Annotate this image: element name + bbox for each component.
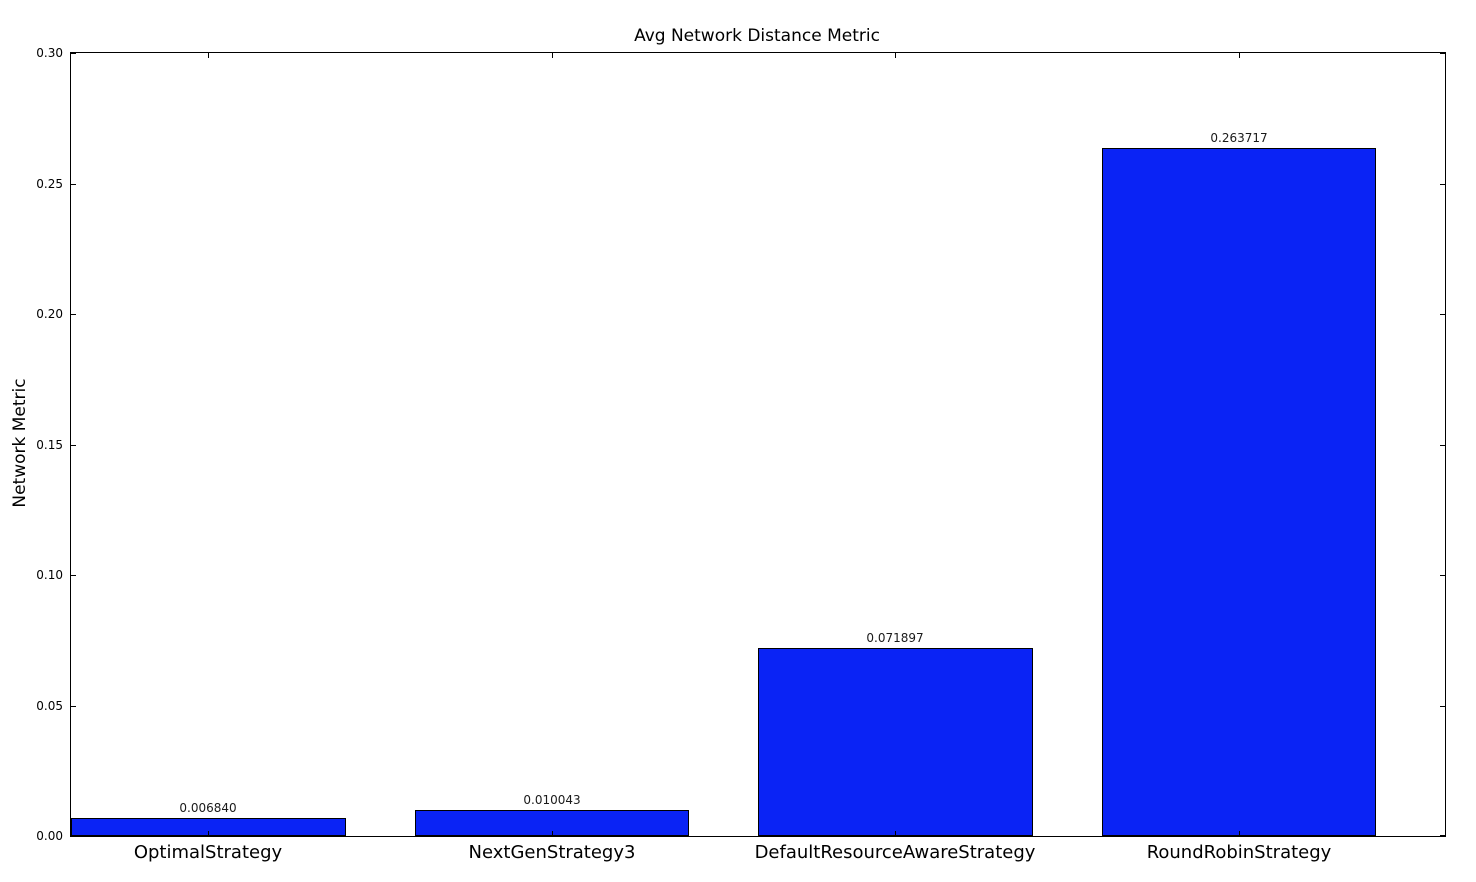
y-tick-label: 0.30 [36, 46, 63, 60]
bar [414, 810, 690, 836]
bar [758, 648, 1033, 836]
chart-title: Avg Network Distance Metric [634, 26, 880, 46]
y-tick-mark-right [1440, 445, 1445, 446]
x-tick-mark-bottom [1239, 831, 1240, 836]
x-tick-mark-top [895, 53, 896, 58]
y-tick-label: 0.05 [36, 699, 63, 713]
y-tick-mark-right [1440, 314, 1445, 315]
x-tick-label: NextGenStrategy3 [468, 842, 636, 863]
x-tick-label: OptimalStrategy [133, 842, 283, 863]
y-tick-mark-right [1440, 184, 1445, 185]
y-tick-mark-left [71, 184, 76, 185]
x-tick-mark-bottom [208, 831, 209, 836]
x-tick-mark-bottom [895, 831, 896, 836]
y-tick-mark-left [71, 706, 76, 707]
y-tick-mark-left [71, 53, 76, 54]
y-tick-mark-right [1440, 706, 1445, 707]
bar [1101, 148, 1377, 836]
x-tick-mark-bottom [552, 831, 553, 836]
y-axis-label: Network Metric [10, 378, 30, 508]
x-tick-mark-top [552, 53, 553, 58]
y-tick-label: 0.25 [36, 177, 63, 191]
y-tick-label: 0.20 [36, 307, 63, 321]
y-tick-label: 0.00 [36, 829, 63, 843]
y-tick-mark-left [71, 575, 76, 576]
plot-area: 0.00 0.05 0.10 0.15 0.20 0.25 0.30 0.006840 Opti… [36, 46, 1446, 863]
bar-value-label: 0.010043 [523, 793, 581, 807]
y-tick-mark-left [71, 314, 76, 315]
x-tick-label: RoundRobinStrategy [1146, 842, 1332, 863]
y-tick-label: 0.10 [36, 568, 63, 582]
y-tick-mark-right [1440, 53, 1445, 54]
bar-value-label: 0.263717 [1210, 131, 1268, 145]
y-tick-mark-right [1440, 835, 1445, 836]
x-tick-label: DefaultResourceAwareStrategy [754, 842, 1036, 863]
bar-value-label: 0.006840 [179, 801, 237, 815]
x-tick-mark-top [1239, 53, 1240, 58]
bar-value-label: 0.071897 [866, 631, 924, 645]
x-tick-mark-top [208, 53, 209, 58]
y-tick-label: 0.15 [36, 438, 63, 452]
y-tick-mark-right [1440, 575, 1445, 576]
y-tick-mark-left [71, 445, 76, 446]
